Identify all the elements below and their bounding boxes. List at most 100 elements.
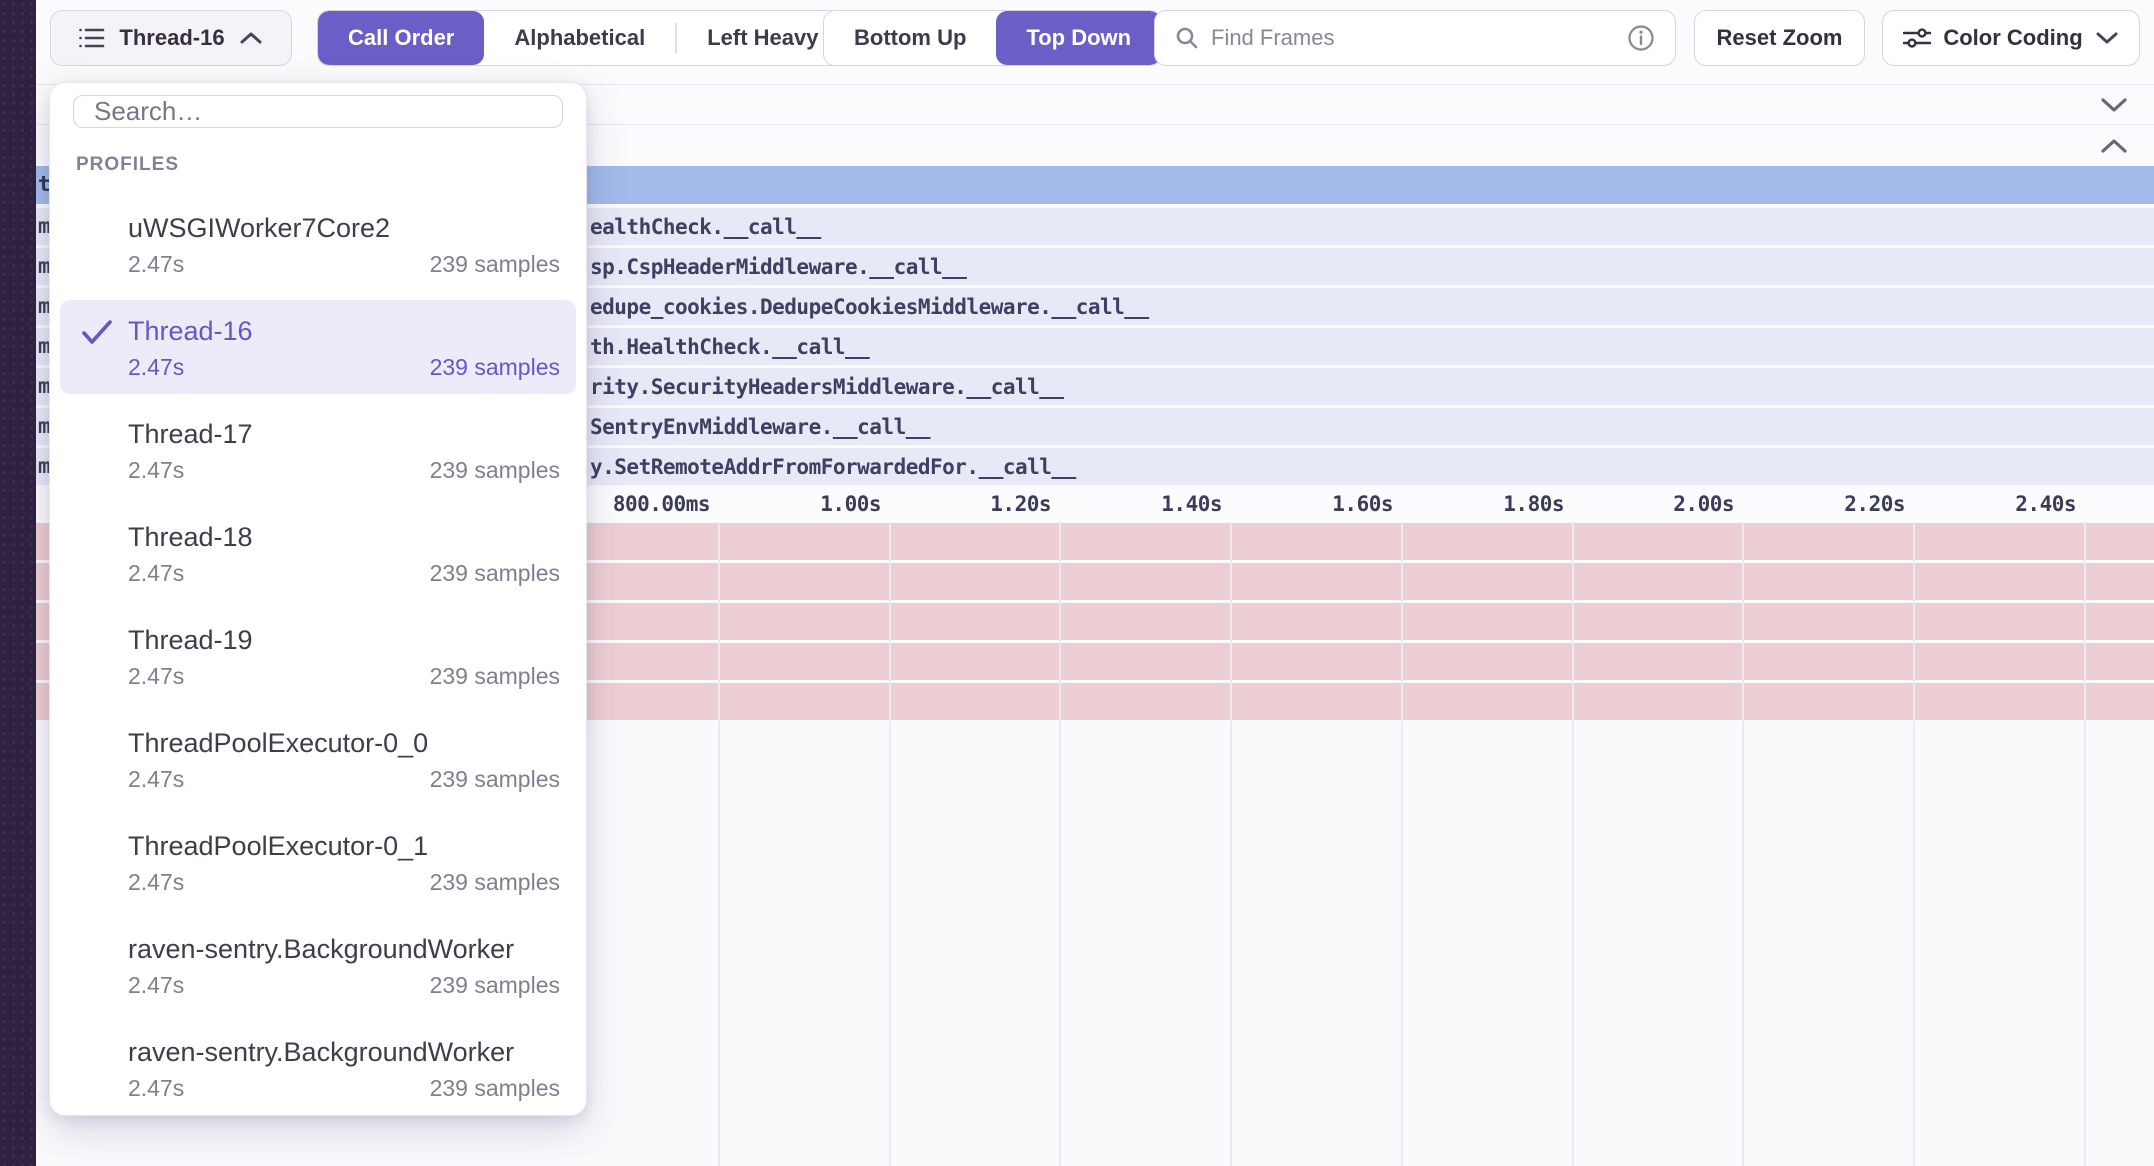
profile-sample-count: 239 samples: [429, 251, 560, 277]
profile-list-item[interactable]: Thread-18 2.47s 239 samples: [60, 506, 576, 600]
thread-selector-button[interactable]: Thread-16: [50, 10, 292, 66]
time-gridline: [1059, 522, 1061, 1166]
toggle-bottom-up[interactable]: Bottom Up: [854, 25, 967, 50]
color-coding-label: Color Coding: [1943, 25, 2083, 50]
frame-label: ealthCheck.__call__: [590, 214, 821, 239]
toggle-alphabetical[interactable]: Alphabetical: [514, 25, 646, 50]
profile-name: Thread-18: [128, 522, 253, 552]
profile-name: raven-sentry.BackgroundWorker: [128, 1037, 515, 1067]
info-icon[interactable]: [1627, 24, 1655, 52]
thread-selector-label: Thread-16: [119, 25, 225, 50]
dropdown-search-field[interactable]: [73, 95, 563, 128]
time-axis-tick: 1.00s: [820, 492, 881, 516]
find-frames-field[interactable]: [1154, 10, 1676, 66]
time-gridline: [1742, 522, 1744, 1166]
search-icon: [1175, 26, 1199, 50]
profile-duration: 2.47s: [128, 766, 185, 792]
time-axis-tick: 800.00ms: [612, 492, 711, 516]
frame-edge-letter: t: [38, 172, 51, 196]
profile-duration: 2.47s: [128, 972, 185, 998]
list-icon: [79, 27, 105, 49]
toggle-call-order[interactable]: Call Order: [318, 11, 485, 65]
profile-duration: 2.47s: [128, 560, 185, 586]
profile-list-item[interactable]: ThreadPoolExecutor-0_1 2.47s 239 samples: [60, 815, 576, 909]
segment-divider: [675, 23, 678, 53]
toggle-left-heavy[interactable]: Left Heavy: [707, 25, 819, 50]
chevron-up-icon: [239, 31, 263, 45]
profile-list-item[interactable]: uWSGIWorker7Core2 2.47s 239 samples: [60, 197, 576, 291]
profile-list-item[interactable]: Thread-17 2.47s 239 samples: [60, 403, 576, 497]
find-frames-input[interactable]: [1211, 25, 1615, 51]
frame-label: th.HealthCheck.__call__: [590, 334, 870, 359]
direction-toggle: Bottom Up Top Down: [823, 10, 1163, 66]
profile-list-item[interactable]: Thread-16 2.47s 239 samples: [60, 300, 576, 394]
frame-label: SentryEnvMiddleware.__call__: [590, 414, 931, 439]
profile-list-item[interactable]: Thread-19 2.47s 239 samples: [60, 609, 576, 703]
profile-list-item[interactable]: raven-sentry.BackgroundWorker 2.47s 239 …: [60, 1021, 576, 1115]
profile-sample-count: 239 samples: [429, 869, 560, 895]
profiles-section-label: PROFILES: [76, 154, 180, 175]
toggle-top-down[interactable]: Top Down: [996, 11, 1162, 65]
profile-duration: 2.47s: [128, 1075, 185, 1101]
time-axis-tick: 2.40s: [2015, 492, 2076, 516]
frame-edge-letter: m: [38, 334, 51, 358]
time-axis-tick: 2.00s: [1673, 492, 1734, 516]
profile-name: Thread-16: [128, 316, 253, 346]
chevron-down-icon: [2095, 31, 2119, 45]
time-gridline: [1572, 522, 1574, 1166]
profile-name: uWSGIWorker7Core2: [128, 213, 391, 243]
checkmark-icon: [80, 318, 114, 351]
time-gridline: [2084, 522, 2086, 1166]
profile-sample-count: 239 samples: [429, 560, 560, 586]
profile-duration: 2.47s: [128, 354, 185, 380]
time-gridline: [1401, 522, 1403, 1166]
time-gridline: [1913, 522, 1915, 1166]
frame-edge-letter: m: [38, 254, 51, 278]
time-axis-tick: 1.40s: [1161, 492, 1222, 516]
profile-duration: 2.47s: [128, 457, 185, 483]
time-axis-tick: 2.20s: [1844, 492, 1905, 516]
profile-name: ThreadPoolExecutor-0_0: [128, 728, 429, 758]
profile-name: ThreadPoolExecutor-0_1: [128, 831, 429, 861]
collapse-chevron-up-icon[interactable]: [2100, 138, 2128, 154]
reset-zoom-button[interactable]: Reset Zoom: [1694, 10, 1865, 66]
profile-duration: 2.47s: [128, 251, 185, 277]
frame-label: sp.CspHeaderMiddleware.__call__: [590, 254, 967, 279]
toolbar: Thread-16 Call Order Alphabetical Left Hea…: [36, 0, 2154, 78]
frame-label: edupe_cookies.DedupeCookiesMiddleware.__…: [590, 294, 1149, 319]
profiles-list: uWSGIWorker7Core2 2.47s 239 samples Thre…: [50, 182, 586, 1115]
profile-sample-count: 239 samples: [429, 1075, 560, 1101]
time-axis-tick: 1.60s: [1332, 492, 1393, 516]
frame-edge-letter: m: [38, 214, 51, 238]
app-sidebar-strip: [0, 0, 36, 1166]
sliders-icon: [1903, 27, 1932, 49]
profiles-dropdown-panel: PROFILES uWSGIWorker7Core2 2.47s 239 sam…: [49, 82, 587, 1116]
color-coding-button[interactable]: Color Coding: [1882, 10, 2140, 66]
expand-minimap-chevron-down-icon[interactable]: [2100, 97, 2128, 113]
profile-sample-count: 239 samples: [429, 354, 560, 380]
profile-list-item[interactable]: raven-sentry.BackgroundWorker 2.47s 239 …: [60, 918, 576, 1012]
frame-edge-letter: m: [38, 414, 51, 438]
frame-edge-letter: m: [38, 454, 51, 478]
profile-name: raven-sentry.BackgroundWorker: [128, 934, 515, 964]
profile-sample-count: 239 samples: [429, 457, 560, 483]
profile-sample-count: 239 samples: [429, 766, 560, 792]
sort-order-toggle: Call Order Alphabetical Left Heavy: [317, 10, 850, 66]
profile-name: Thread-17: [128, 419, 253, 449]
reset-zoom-label: Reset Zoom: [1716, 25, 1843, 50]
time-gridline: [889, 522, 891, 1166]
profile-duration: 2.47s: [128, 869, 185, 895]
frame-edge-letter: m: [38, 374, 51, 398]
dropdown-search-input[interactable]: [94, 96, 542, 127]
frame-label: y.SetRemoteAddrFromForwardedFor.__call__: [590, 454, 1076, 479]
frame-label: rity.SecurityHeadersMiddleware.__call__: [590, 374, 1064, 399]
time-gridline: [718, 522, 720, 1166]
time-gridline: [1230, 522, 1232, 1166]
time-axis-tick: 1.20s: [990, 492, 1051, 516]
profile-sample-count: 239 samples: [429, 663, 560, 689]
profile-list-item[interactable]: ThreadPoolExecutor-0_0 2.47s 239 samples: [60, 712, 576, 806]
frame-edge-letter: m: [38, 294, 51, 318]
profile-duration: 2.47s: [128, 663, 185, 689]
time-axis-tick: 1.80s: [1503, 492, 1564, 516]
